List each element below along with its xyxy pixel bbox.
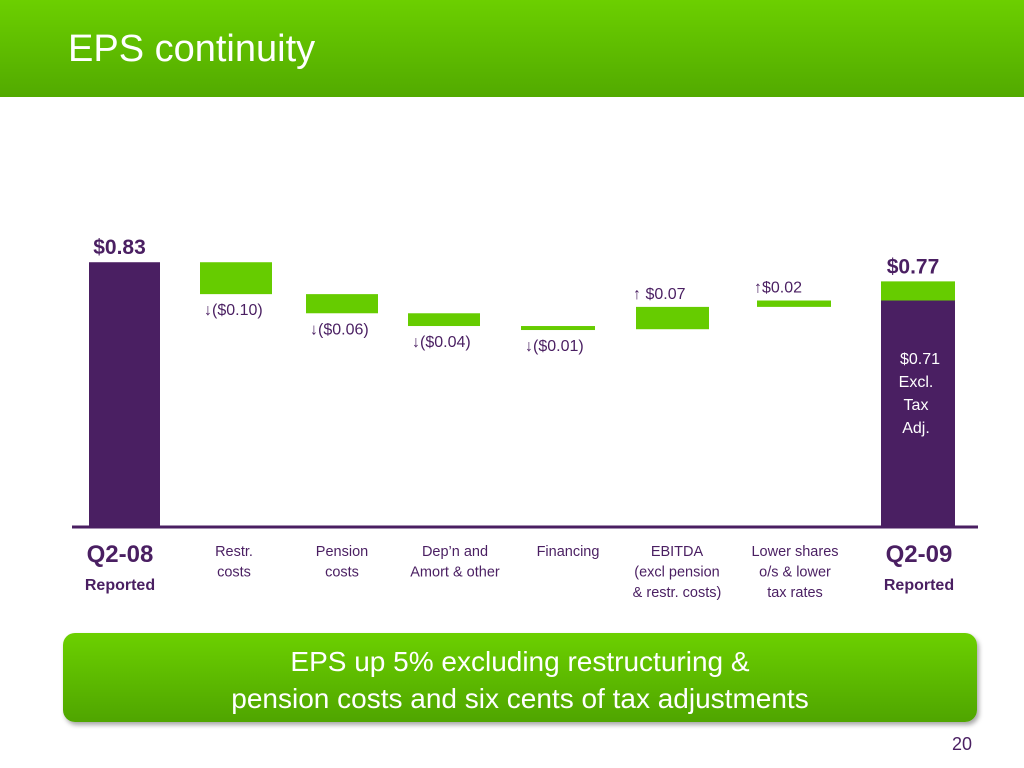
delta-value: $0.07 [641,286,686,303]
delta-value: $0.02 [762,280,802,297]
down-arrow-icon: ↓ [412,334,420,351]
delta-value: ($0.04) [420,334,471,351]
down-arrow-icon: ↓ [310,321,318,338]
category-label: Lower shares [751,544,838,560]
delta-bar [521,326,595,331]
delta-value-label: ↓($0.04) [412,334,471,351]
delta-bar [200,262,272,295]
delta-bar [757,300,831,307]
tax-adjustment-segment [881,281,955,301]
delta-value-label: ↓($0.10) [204,302,263,319]
delta-value: ($0.06) [318,321,369,338]
total-value-label: $0.77 [887,255,940,278]
category-label: Amort & other [410,565,500,581]
delta-value-label: ↑$0.02 [754,280,802,297]
eps-waterfall-chart: $0.83Q2-08Reported↓($0.10)Restr.costs↓($… [72,236,978,601]
delta-bar [306,294,378,314]
down-arrow-icon: ↓ [204,302,212,319]
category-label-main: Q2-08 [87,541,154,568]
category-label: costs [325,565,359,581]
category-label: Dep’n and [422,544,488,560]
inner-label-line: Excl. [899,374,934,391]
total-value-label: $0.83 [93,236,146,259]
category-label: Restr. [215,544,253,560]
delta-value: ($0.10) [212,302,263,319]
category-label-main: Q2-09 [886,541,953,568]
callout-line-2: pension costs and six cents of tax adjus… [231,683,809,714]
category-label-sub: Reported [884,577,954,594]
up-arrow-icon: ↑ [754,280,762,297]
delta-value-label: ↑ $0.07 [633,286,686,303]
delta-value: ($0.01) [533,338,584,355]
delta-value-label: ↓($0.01) [525,338,584,355]
delta-bar [408,313,480,327]
category-label: (excl pension [634,565,719,581]
category-label: tax rates [767,585,823,601]
down-arrow-icon: ↓ [525,338,533,355]
category-label: Financing [537,544,600,560]
total-bar-7 [881,300,955,527]
callout-text: EPS up 5% excluding restructuring & pens… [63,643,977,717]
category-label-sub: Reported [85,577,155,594]
category-label: o/s & lower [759,565,831,581]
inner-label-line: Adj. [902,420,930,437]
category-label: EBITDA [651,544,704,560]
slide-title: EPS continuity [68,28,316,70]
category-label: Pension [316,544,368,560]
summary-callout: EPS up 5% excluding restructuring & pens… [63,633,977,722]
delta-bar [636,306,709,330]
callout-line-1: EPS up 5% excluding restructuring & [290,646,750,677]
category-label: & restr. costs) [633,585,722,601]
up-arrow-icon: ↑ [633,286,641,303]
delta-value-label: ↓($0.06) [310,321,369,338]
inner-label-line: $0.71 [900,351,940,368]
title-bar: EPS continuity [0,0,1024,97]
total-bar-0 [89,262,160,527]
page-number: 20 [951,734,972,754]
category-label: costs [217,565,251,581]
inner-label-line: Tax [904,397,929,414]
